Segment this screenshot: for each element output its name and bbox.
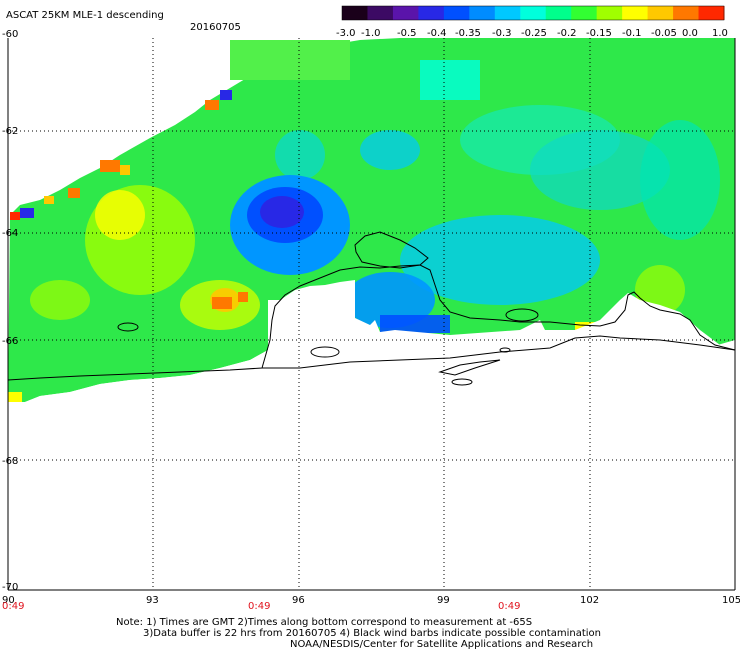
data-patch — [95, 190, 145, 240]
lon-label: 102 — [580, 595, 599, 606]
colorbar-swatch — [622, 6, 649, 20]
data-patch — [120, 165, 130, 175]
data-patch — [420, 60, 480, 100]
data-patch — [400, 215, 600, 305]
colorbar-swatch — [571, 6, 598, 20]
lon-label: 93 — [146, 595, 159, 606]
map-frame — [7, 38, 736, 591]
colorbar-swatch — [647, 6, 674, 20]
colorbar-label: -0.1 — [622, 28, 642, 39]
time-label: 0:49 — [2, 601, 24, 612]
data-patch — [360, 130, 420, 170]
data-patch — [530, 130, 670, 210]
coastline-ice-shelf — [354, 231, 429, 269]
time-labels: 0:49 0:49 0:49 — [2, 601, 520, 612]
land-mask — [8, 280, 735, 600]
lat-label: -64 — [2, 228, 18, 239]
data-patches — [8, 40, 720, 402]
time-label: 0:49 — [498, 601, 520, 612]
note-line-2: 3)Data buffer is 22 hrs from 20160705 4)… — [143, 628, 601, 639]
lat-label: -70 — [2, 582, 18, 593]
coastline-main — [7, 264, 736, 381]
lat-label: -68 — [2, 456, 18, 467]
colorbar-swatch — [520, 6, 547, 20]
lat-label: -66 — [2, 336, 18, 347]
lon-label: 99 — [437, 595, 450, 606]
colorbar-swatch — [342, 6, 368, 20]
time-label: 0:49 — [248, 601, 270, 612]
colorbar-swatch — [673, 6, 700, 20]
note-line-3: NOAA/NESDIS/Center for Satellite Applica… — [290, 639, 593, 650]
colorbar-label: -0.5 — [397, 28, 417, 39]
colorbar-label: -0.3 — [492, 28, 512, 39]
data-patch — [68, 188, 80, 198]
data-patch — [380, 315, 450, 333]
data-patch — [275, 130, 325, 180]
colorbar-frame — [341, 5, 725, 21]
data-patch — [44, 196, 54, 204]
map-title: ASCAT 25KM MLE-1 descending — [6, 10, 164, 21]
lon-label: 96 — [292, 595, 305, 606]
lon-label: 105 — [722, 595, 740, 606]
lon-label: 90 — [2, 595, 15, 606]
colorbar-label: -0.05 — [651, 28, 677, 39]
map-date: 20160705 — [190, 22, 241, 33]
colorbar-label: 1.0 — [712, 28, 728, 39]
colorbar-swatch — [392, 6, 419, 20]
data-patch — [230, 40, 350, 80]
data-patch — [260, 196, 304, 228]
data-patch — [100, 160, 120, 172]
colorbar-label: 0.0 — [682, 28, 698, 39]
data-patch — [640, 120, 720, 240]
colorbar-swatch — [494, 6, 521, 20]
data-patch — [238, 292, 248, 302]
notes: Note: 1) Times are GMT 2)Times along bot… — [116, 617, 601, 650]
lon-labels: 90 93 96 99 102 105 — [2, 595, 740, 606]
island-outline — [451, 378, 473, 386]
data-patch — [345, 272, 435, 328]
colorbar-label: -0.2 — [557, 28, 577, 39]
colorbar-label: -0.4 — [427, 28, 447, 39]
data-patch — [212, 297, 232, 309]
lat-labels: -60 -62 -64 -66 -68 -70 — [2, 29, 18, 593]
data-patch — [20, 208, 34, 218]
colorbar-label: -0.25 — [521, 28, 547, 39]
colorbar — [341, 5, 725, 21]
island-outline — [499, 347, 511, 353]
lat-label: -60 — [2, 29, 18, 40]
lat-label: -62 — [2, 126, 18, 137]
colorbar-label: -0.35 — [455, 28, 481, 39]
island-outline — [505, 308, 539, 322]
colorbar-swatch — [698, 6, 725, 20]
island-outline — [310, 346, 340, 358]
colorbar-swatch — [418, 6, 445, 20]
colorbar-swatch — [545, 6, 572, 20]
data-patch — [205, 100, 219, 110]
data-patch — [8, 392, 22, 402]
colorbar-label: -0.15 — [586, 28, 612, 39]
note-line-1: Note: 1) Times are GMT 2)Times along bot… — [116, 617, 532, 628]
coastline-bay — [438, 359, 501, 376]
colorbar-swatch — [596, 6, 623, 20]
colorbar-label: -3.0 — [336, 28, 356, 39]
island-outline — [117, 322, 139, 332]
colorbar-swatch — [367, 6, 394, 20]
colorbar-labels: -3.0 -1.0 -0.5 -0.4 -0.35 -0.3 -0.25 -0.… — [336, 28, 728, 39]
colorbar-swatch — [469, 6, 496, 20]
data-patch — [220, 90, 232, 100]
data-patch — [10, 212, 20, 220]
colorbar-label: -1.0 — [361, 28, 381, 39]
colorbar-swatch — [443, 6, 470, 20]
grid — [8, 38, 735, 590]
data-patch — [30, 280, 90, 320]
